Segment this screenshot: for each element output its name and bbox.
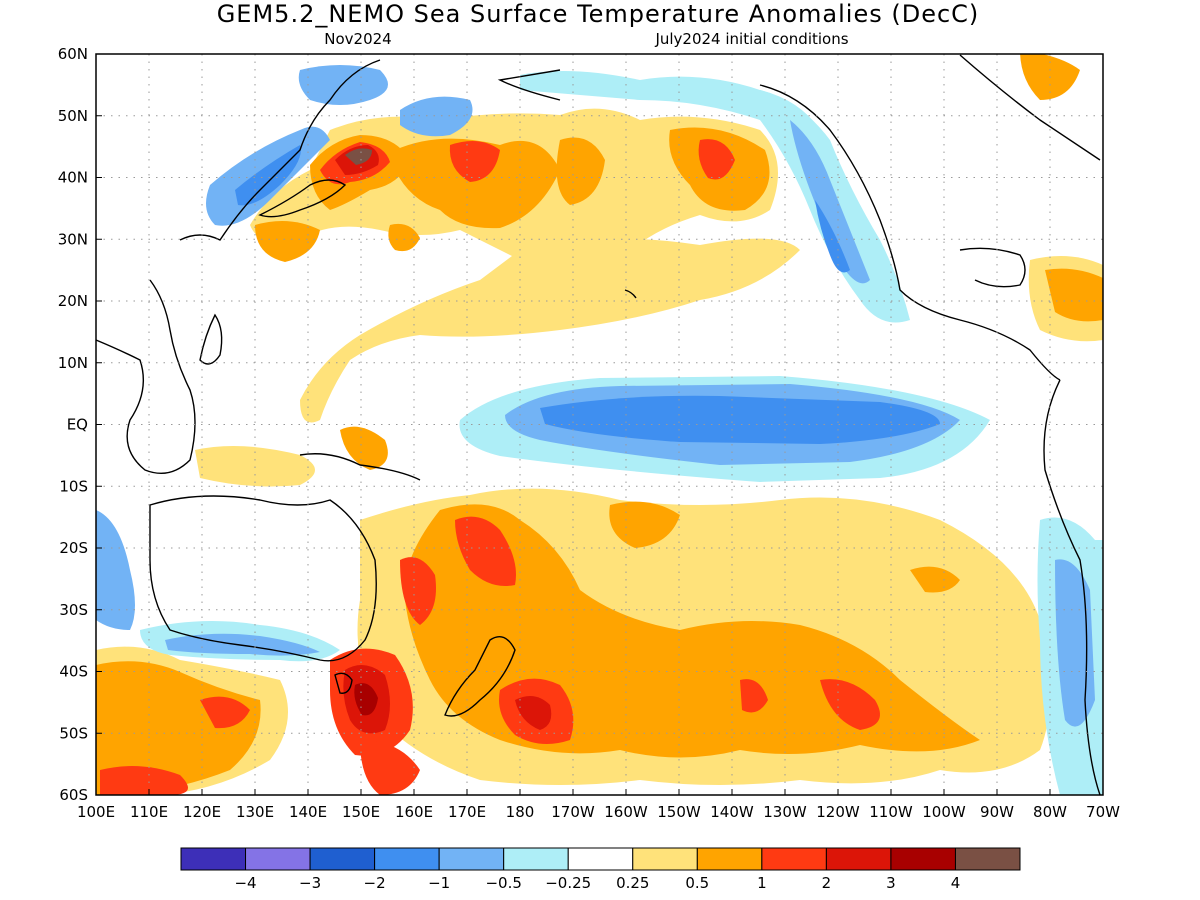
colorbar-swatch <box>825 847 892 871</box>
california-coastal-cool-anomaly <box>760 90 910 323</box>
x-tick-label: 160W <box>604 803 648 821</box>
colorbar-swatch <box>696 847 763 871</box>
x-tick-label: 130W <box>763 803 807 821</box>
x-tick-label: 100W <box>922 803 966 821</box>
graticule <box>96 54 1103 795</box>
forecast-month-label: Nov2024 <box>324 30 391 48</box>
colorbar-label: −0.5 <box>485 874 521 892</box>
x-tick-label: 150W <box>657 803 701 821</box>
canada-coast <box>959 54 1101 161</box>
longitude-axis: 100E 110E 120E 130E 140E 150E 160E 170E 180 170W 1… <box>77 789 1120 821</box>
x-tick-label: 110E <box>130 803 168 821</box>
colorbar-swatch <box>438 847 505 871</box>
y-tick-label: 60S <box>59 786 88 804</box>
new-guinea-outline <box>299 453 421 481</box>
australia-outline <box>149 495 377 662</box>
tasmania-outline <box>334 672 353 694</box>
x-tick-label: 120W <box>816 803 860 821</box>
colorbar-label: −2 <box>364 874 386 892</box>
x-tick-label: 170W <box>551 803 595 821</box>
latitude-axis: 60N 50N 40N 30N 20N 10N EQ 10S 20S 30S 40S 50S 60S <box>58 45 102 804</box>
initial-conditions-label: July2024 initial conditions <box>654 30 848 48</box>
colorbar-swatch <box>954 847 1021 871</box>
gulf-of-mexico-outline <box>959 247 1026 288</box>
x-tick-label: 120E <box>183 803 221 821</box>
x-tick-label: 110W <box>869 803 913 821</box>
colorbar-swatch <box>761 847 827 871</box>
indochina-coast <box>96 279 196 474</box>
anomaly-colorbar: −4 −3 −2 −1 −0.5 −0.25 0.25 0.5 1 2 3 4 <box>180 847 1021 892</box>
x-tick-label: 170E <box>448 803 486 821</box>
x-tick-label: 140E <box>289 803 327 821</box>
colorbar-label: 2 <box>822 874 832 892</box>
map-panel: 100E 110E 120E 130E 140E 150E 160E 170E 180 170W 1… <box>58 45 1120 821</box>
colorbar-label: 4 <box>951 874 961 892</box>
y-tick-label: 50S <box>59 724 88 742</box>
y-tick-label: 40S <box>59 663 88 681</box>
colorbar-label: 0.25 <box>616 874 649 892</box>
colorbar-swatch <box>309 847 376 871</box>
y-tick-label: 60N <box>58 45 88 63</box>
y-tick-label: 30N <box>58 230 88 248</box>
y-tick-label: 10S <box>59 477 88 495</box>
anomaly-field <box>96 54 1103 795</box>
colorbar-label: 3 <box>886 874 896 892</box>
colorbar-label: −0.25 <box>545 874 591 892</box>
x-tick-label: 90W <box>980 803 1014 821</box>
y-tick-label: 10N <box>58 354 88 372</box>
south-pacific-warm-belt <box>357 488 1050 785</box>
colorbar-label: 1 <box>757 874 767 892</box>
colorbar-label: −4 <box>234 874 256 892</box>
y-tick-label: 30S <box>59 601 88 619</box>
y-tick-label: 40N <box>58 169 88 187</box>
y-tick-label: 50N <box>58 107 88 125</box>
east-asia-coast <box>179 59 381 241</box>
x-tick-label: 100E <box>77 803 115 821</box>
x-tick-label: 180 <box>506 803 535 821</box>
north-america-coast <box>759 84 1061 381</box>
alaska-aleutian-outline <box>497 69 561 101</box>
colorbar-label: −1 <box>428 874 450 892</box>
west-pacific-warm-pool <box>195 426 388 487</box>
colorbar-swatch <box>890 847 956 871</box>
colorbar-label: −3 <box>299 874 321 892</box>
tasman-sea-hotspot <box>330 648 420 795</box>
kuroshio-hotspot <box>310 135 410 210</box>
japan-outline <box>258 179 347 218</box>
colorbar-swatch <box>374 847 440 871</box>
new-zealand-outline <box>444 636 516 717</box>
x-tick-label: 130E <box>236 803 274 821</box>
subtropical-warm-band <box>300 238 800 423</box>
colorbar-label: 0.5 <box>685 874 709 892</box>
caribbean-warm-anomaly <box>1020 54 1103 342</box>
hawaii-outline <box>624 289 637 299</box>
x-tick-label: 160E <box>395 803 433 821</box>
y-tick-label: 20N <box>58 292 88 310</box>
coastlines <box>96 54 1101 795</box>
colorbar-swatch <box>245 847 311 871</box>
y-tick-label: 20S <box>59 539 88 557</box>
x-tick-label: 70W <box>1086 803 1120 821</box>
equatorial-cold-tongue <box>459 376 990 482</box>
colorbar-swatch <box>180 847 247 871</box>
x-tick-label: 150E <box>342 803 380 821</box>
south-america-coast <box>1043 379 1101 795</box>
map-title: GEM5.2_NEMO Sea Surface Temperature Anom… <box>217 0 980 28</box>
x-tick-label: 80W <box>1033 803 1067 821</box>
colorbar-swatch <box>632 847 698 871</box>
colorbar-swatch <box>503 847 569 871</box>
x-tick-label: 140W <box>710 803 754 821</box>
philippines-outline <box>199 313 223 365</box>
southern-indian-ocean-warm <box>96 646 288 795</box>
y-tick-label: EQ <box>67 416 88 434</box>
colorbar-swatch <box>567 847 634 871</box>
